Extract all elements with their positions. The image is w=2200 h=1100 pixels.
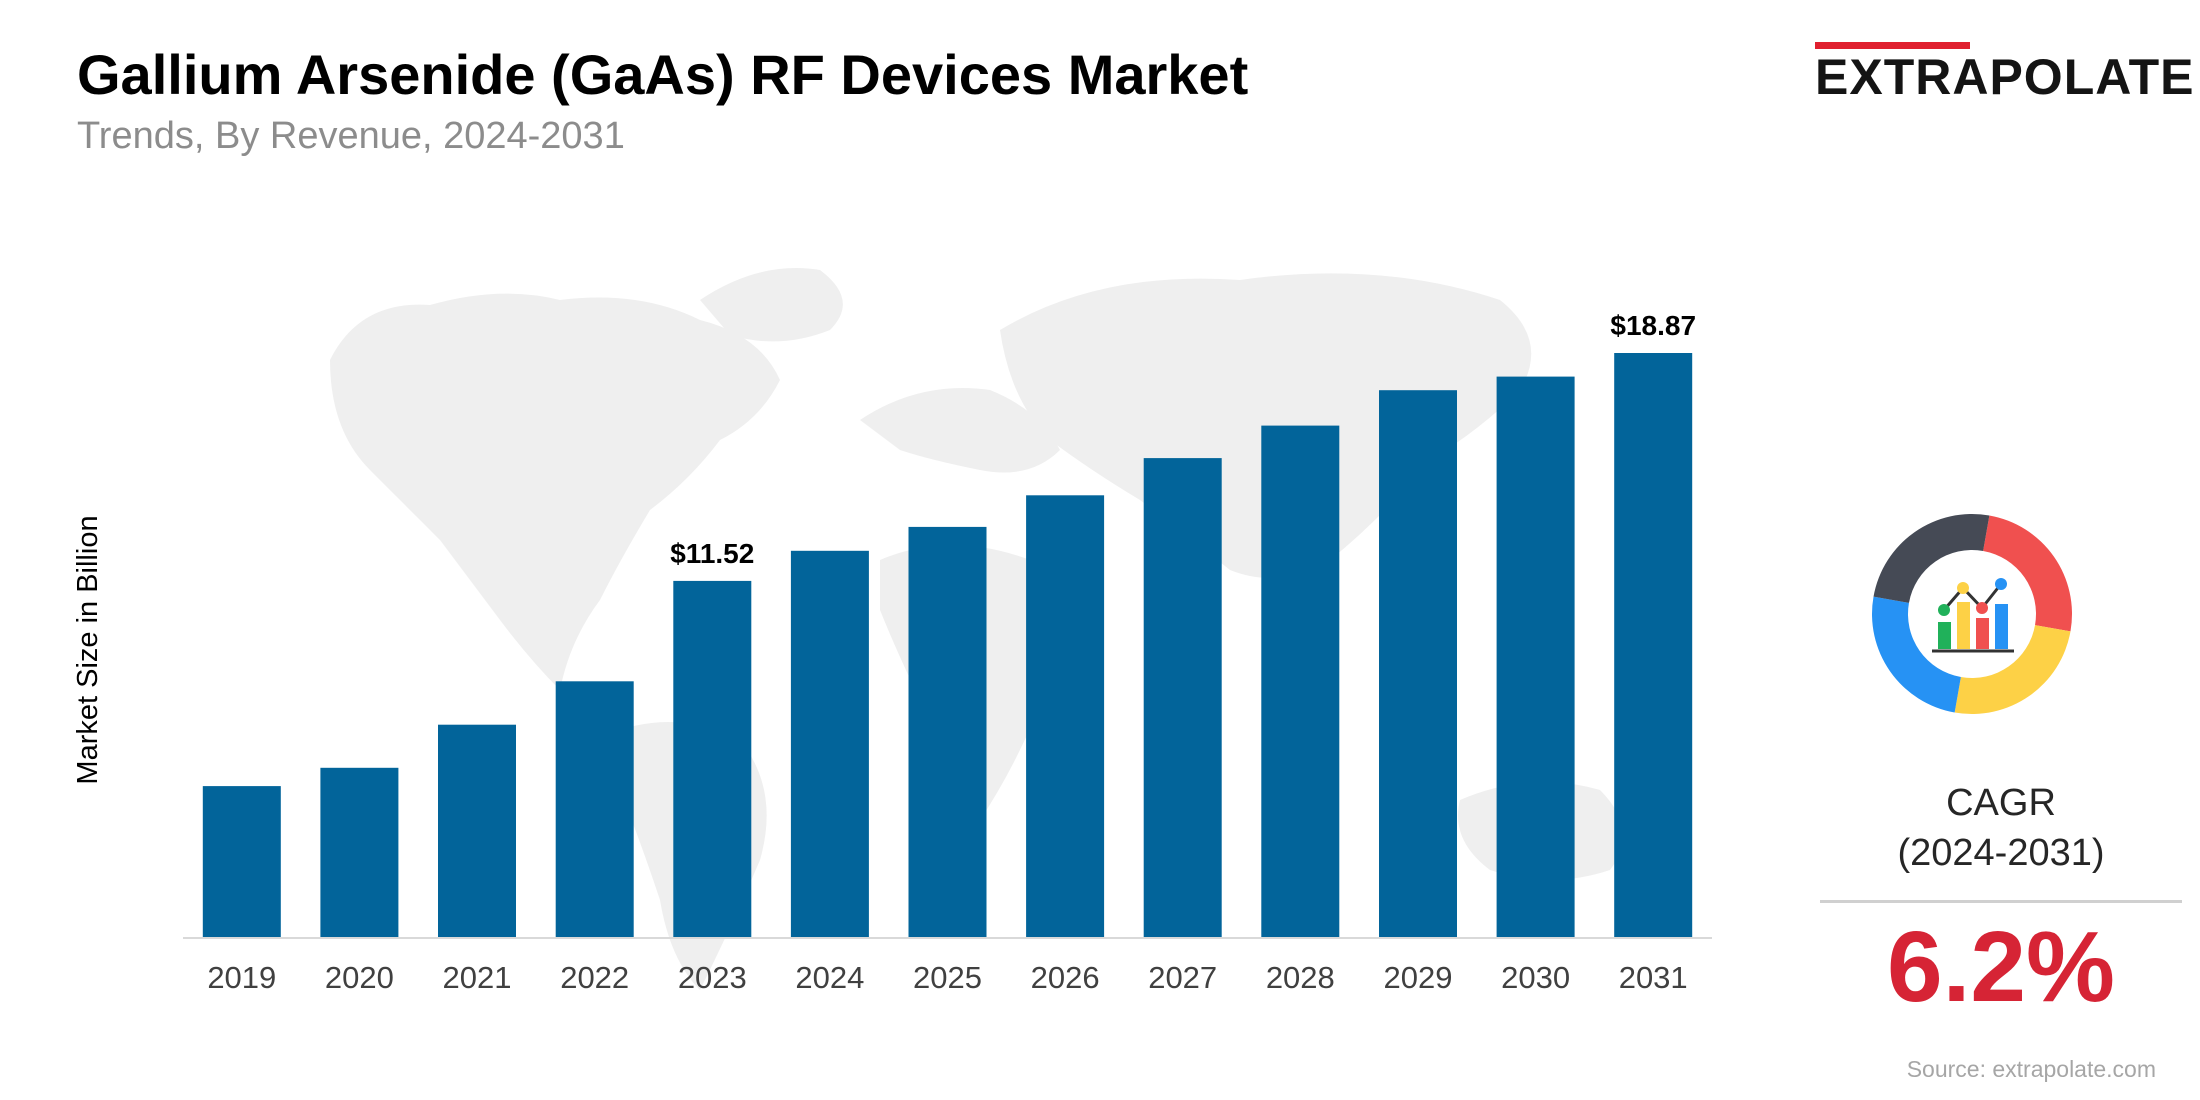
bar-2030 <box>1496 376 1575 939</box>
bar-2020 <box>320 767 399 938</box>
cagr-value: 6.2% <box>1887 911 2115 1023</box>
x-tick-2022: 2022 <box>560 960 629 995</box>
cagr-ring <box>1872 514 2072 714</box>
x-tick-2025: 2025 <box>913 960 982 995</box>
value-label-2031: $18.87 <box>1610 310 1696 341</box>
growth-chart-donut-icon <box>1866 508 2078 720</box>
x-tick-2029: 2029 <box>1384 960 1453 995</box>
mini-chart-icon <box>1932 578 2014 653</box>
cagr-divider <box>1820 900 2182 903</box>
ring-segment <box>1954 625 2071 714</box>
x-tick-2031: 2031 <box>1619 960 1688 995</box>
ring-segment <box>1872 596 1961 713</box>
bar-2028 <box>1261 425 1340 939</box>
bar-2025 <box>908 526 987 938</box>
bar-2026 <box>1026 495 1105 938</box>
bar-2022 <box>555 681 634 938</box>
x-tick-2027: 2027 <box>1148 960 1217 995</box>
x-tick-2019: 2019 <box>207 960 276 995</box>
bar-2031 <box>1614 353 1693 938</box>
cagr-title: CAGR <box>1946 782 2056 824</box>
bar-2021 <box>438 724 516 938</box>
logo-accent-bar <box>1815 42 1970 49</box>
value-label-2023: $11.52 <box>670 538 754 569</box>
extrapolate-logo: EXTRAPOLATE <box>1815 42 2194 105</box>
bars-group <box>202 353 1693 939</box>
x-tick-2030: 2030 <box>1501 960 1570 995</box>
ring-segment <box>1873 514 1990 603</box>
x-tick-2028: 2028 <box>1266 960 1335 995</box>
x-tick-2024: 2024 <box>795 960 864 995</box>
logo-text: EXTRAPOLATE <box>1815 49 2195 105</box>
ring-segment <box>1983 515 2072 632</box>
ring-center <box>1910 552 2034 676</box>
bar-2019 <box>202 786 281 938</box>
bar-chart: 2019 2020 2021 2022 2023 2024 2025 2026 2027 2028… <box>72 268 1712 995</box>
source-note: Source: extrapolate.com <box>1906 1056 2156 1082</box>
cagr-period: (2024-2031) <box>1897 832 2105 874</box>
bar-2023 <box>673 580 752 938</box>
cagr-label: CAGR (2024-2031) <box>1820 778 2182 878</box>
chart-subtitle: Trends, By Revenue, 2024-2031 <box>77 115 625 157</box>
bar-2027 <box>1143 458 1222 938</box>
bar-2024 <box>790 550 869 938</box>
bar-2029 <box>1379 390 1457 938</box>
x-tick-2020: 2020 <box>325 960 394 995</box>
x-tick-labels: 2019 2020 2021 2022 2023 2024 2025 2026 2027 2028… <box>207 960 1687 995</box>
x-tick-2026: 2026 <box>1031 960 1100 995</box>
x-tick-2023: 2023 <box>678 960 747 995</box>
x-tick-2021: 2021 <box>443 960 512 995</box>
y-axis-label: Market Size in Billion <box>72 515 104 784</box>
chart-title: Gallium Arsenide (GaAs) RF Devices Marke… <box>77 43 1249 106</box>
value-labels: $11.52 $18.87 <box>670 310 1696 569</box>
